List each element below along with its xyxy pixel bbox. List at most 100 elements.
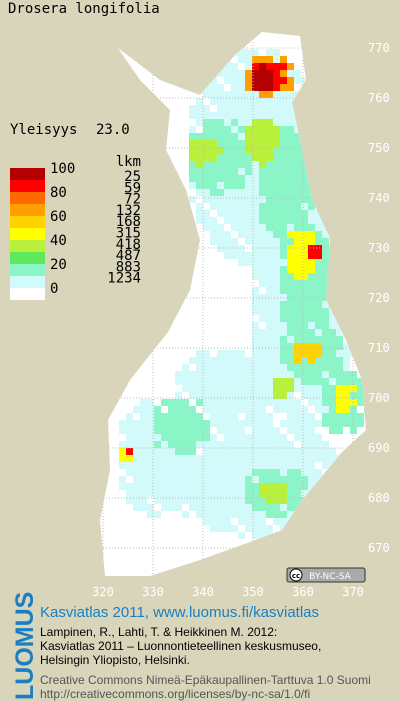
grid-cell [301,371,308,378]
grid-cell [224,133,231,140]
grid-cell [252,182,259,189]
grid-cell [315,217,322,224]
grid-cell [182,483,189,490]
grid-cell [189,175,196,182]
grid-cell [231,490,238,497]
grid-cell [259,504,266,511]
grid-cell [308,357,315,364]
x-axis-label: 330 [142,585,164,599]
grid-cell [308,483,315,490]
grid-cell [168,483,175,490]
grid-cell [154,427,161,434]
grid-cell [259,196,266,203]
grid-cell [133,434,140,441]
grid-cell [273,364,280,371]
grid-cell [273,231,280,238]
grid-cell [315,287,322,294]
grid-cell [266,280,273,287]
grid-cell [280,266,287,273]
grid-cell [259,350,266,357]
grid-cell [343,385,350,392]
grid-cell [350,427,357,434]
grid-cell [238,259,245,266]
grid-cell [308,308,315,315]
grid-cell [147,483,154,490]
grid-cell [210,455,217,462]
grid-cell [294,182,301,189]
atlas-link[interactable]: Kasviatlas 2011, www.luomus.fi/kasviatla… [40,604,319,621]
grid-cell [154,490,161,497]
grid-cell [273,462,280,469]
grid-cell [308,385,315,392]
grid-cell [168,490,175,497]
grid-cell [287,238,294,245]
grid-cell [266,147,273,154]
grid-cell [259,441,266,448]
grid-cell [189,154,196,161]
grid-cell [182,413,189,420]
grid-cell [245,154,252,161]
grid-cell [280,77,287,84]
citation-line: Kasviatlas 2011 – Luonnontieteellinen ke… [40,639,321,653]
grid-cell [203,371,210,378]
grid-cell [287,175,294,182]
grid-cell [245,490,252,497]
grid-cell [217,490,224,497]
grid-cell [203,350,210,357]
grid-cell [203,91,210,98]
grid-cell [245,112,252,119]
grid-cell [357,420,364,427]
license-url[interactable]: http://creativecommons.org/licenses/by-n… [40,687,310,701]
grid-cell [189,378,196,385]
grid-cell [287,301,294,308]
grid-cell [322,287,329,294]
y-axis-label: 770 [368,41,390,55]
grid-cell [210,420,217,427]
grid-cell [168,427,175,434]
grid-cell [217,231,224,238]
grid-cell [322,357,329,364]
grid-cell [259,406,266,413]
grid-cell [315,224,322,231]
grid-cell [252,175,259,182]
license-line: Creative Commons Nimeä-Epäkaupallinen-Ta… [40,673,371,687]
count-header: lkm [116,154,141,170]
grid-cell [266,105,273,112]
grid-cell [161,476,168,483]
grid-cell [189,147,196,154]
grid-cell [224,406,231,413]
grid-cell [280,301,287,308]
grid-cell [196,483,203,490]
grid-cell [287,483,294,490]
grid-cell [175,420,182,427]
grid-cell [336,399,343,406]
grid-cell [280,175,287,182]
grid-cell [266,315,273,322]
grid-cell [245,182,252,189]
grid-cell [231,147,238,154]
grid-cell [238,406,245,413]
grid-cell [322,406,329,413]
grid-cell [182,434,189,441]
grid-cell [224,126,231,133]
grid-cell [224,511,231,518]
grid-cell [217,504,224,511]
grid-cell [252,203,259,210]
grid-cell [154,448,161,455]
grid-cell [203,196,210,203]
grid-cell [245,476,252,483]
grid-cell [238,105,245,112]
grid-cell [308,245,315,252]
grid-cell [147,406,154,413]
grid-cell [231,63,238,70]
grid-cell [266,476,273,483]
grid-cell [147,413,154,420]
grid-cell [217,196,224,203]
grid-cell [280,196,287,203]
grid-cell [175,455,182,462]
grid-cell [273,476,280,483]
grid-cell [294,385,301,392]
grid-cell [273,224,280,231]
grid-cell [119,462,126,469]
grid-cell [294,238,301,245]
